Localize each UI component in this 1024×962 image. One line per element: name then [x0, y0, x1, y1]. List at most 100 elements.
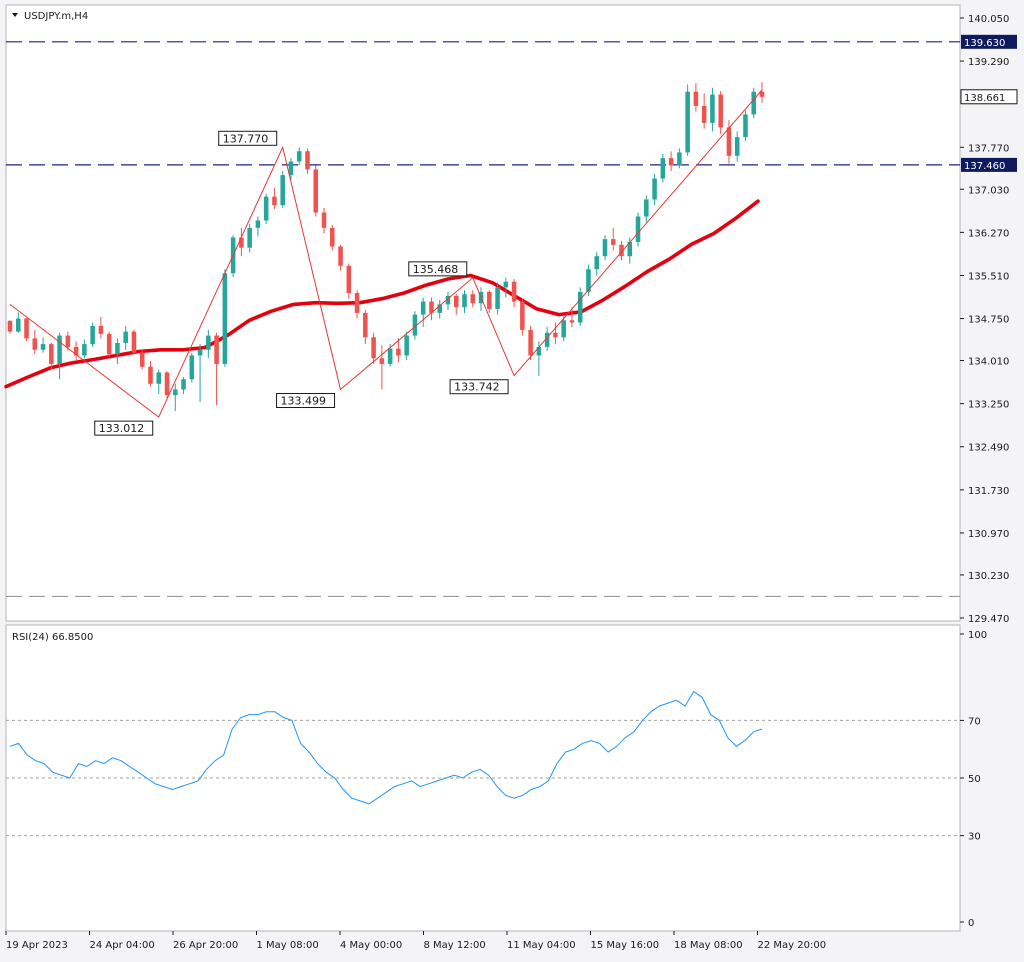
- candle-bullish: [420, 301, 426, 315]
- candle-bullish: [544, 332, 550, 347]
- candle-bearish: [214, 335, 219, 364]
- candle-bullish: [445, 295, 451, 305]
- rsi-tick-label: 100: [968, 630, 987, 641]
- candle-bullish: [660, 158, 666, 179]
- candle-bullish: [82, 344, 87, 356]
- candle-bullish: [594, 256, 599, 270]
- candle-bullish: [173, 389, 178, 396]
- candle-bearish: [759, 91, 765, 97]
- candle-bearish: [98, 325, 104, 334]
- candle-bearish: [528, 329, 533, 356]
- price-tick-label: 136.270: [968, 228, 1009, 239]
- candle-bullish: [586, 269, 591, 292]
- candle-bullish: [115, 342, 120, 355]
- candle-bearish: [272, 196, 277, 206]
- candle-bullish: [206, 335, 211, 350]
- candle-bearish: [726, 127, 732, 156]
- time-tick-label: 8 May 12:00: [424, 940, 486, 951]
- price-tick-label: 140.050: [968, 14, 1009, 25]
- candle-bullish: [710, 94, 715, 123]
- candle-bullish: [685, 91, 690, 153]
- candle-bullish: [503, 281, 509, 288]
- candle-bearish: [718, 94, 723, 128]
- candle-bearish: [511, 281, 517, 302]
- candle-bullish: [197, 349, 203, 356]
- pivot-label: 133.499: [281, 395, 327, 408]
- candle-bullish: [743, 114, 748, 138]
- price-panel: 133.012 137.770 133.499 135.468 133.742 USDJ…: [4, 4, 961, 622]
- horizontal-levels: [6, 41, 960, 598]
- candle-bullish: [561, 320, 566, 338]
- candle-bullish: [57, 335, 62, 364]
- rsi-title: RSI(24) 66.8500: [12, 632, 93, 643]
- candle-bearish: [24, 318, 29, 339]
- candle-bullish: [734, 137, 740, 156]
- rsi-tick-label: 70: [968, 716, 981, 727]
- level-price-badge: [961, 34, 1017, 49]
- time-tick-label: 24 Apr 04:00: [90, 940, 155, 951]
- candle-bearish: [619, 244, 624, 257]
- candle-bearish: [354, 293, 360, 313]
- candle-bullish: [90, 325, 95, 345]
- candle-bearish: [569, 320, 575, 323]
- candle-bearish: [701, 105, 707, 123]
- candle-bearish: [305, 151, 310, 170]
- rsi-panel: RSI(24) 66.8500: [5, 624, 961, 932]
- level-price-badge: [961, 157, 1017, 172]
- pivot-label: 137.770: [223, 132, 269, 145]
- candle-bullish: [437, 304, 442, 313]
- price-tick-label: 132.490: [968, 443, 1009, 454]
- candle-bearish: [164, 372, 170, 396]
- candle-bearish: [371, 337, 376, 359]
- moving-average-layer: [4, 199, 760, 389]
- candle-bearish: [693, 91, 699, 106]
- candle-bullish: [412, 314, 418, 336]
- price-tick-label: 130.230: [968, 571, 1009, 582]
- candle-bearish: [610, 239, 616, 245]
- pivot-label: 133.012: [99, 422, 145, 435]
- candle-bullish: [404, 335, 409, 356]
- price-tick-label: 134.010: [968, 357, 1009, 368]
- candle-bearish: [338, 246, 343, 266]
- time-tick-label: 15 May 16:00: [591, 940, 660, 951]
- candle-bullish: [255, 220, 261, 228]
- candlestick-layer: [7, 82, 765, 412]
- candle-bearish: [32, 338, 38, 350]
- candle-bullish: [156, 372, 162, 384]
- candle-bullish: [751, 91, 757, 115]
- price-tick-label: 129.470: [968, 614, 1009, 625]
- candle-bearish: [668, 158, 674, 166]
- candle-bearish: [553, 332, 558, 338]
- pivot-labels: 133.012 137.770 133.499 135.468 133.742: [94, 130, 509, 436]
- candle-bearish: [49, 344, 54, 364]
- candle-bearish: [453, 295, 459, 308]
- price-tick-label: 137.770: [968, 143, 1009, 154]
- candle-bullish: [40, 344, 46, 350]
- candle-bullish: [536, 346, 542, 356]
- price-tick-label: 139.290: [968, 57, 1009, 68]
- rsi-line: [9, 690, 763, 805]
- time-tick-label: 1 May 08:00: [257, 940, 319, 951]
- price-tick-label: 134.750: [968, 315, 1009, 326]
- current-price-badge: [960, 89, 1018, 105]
- rsi-tick-label: 30: [968, 832, 981, 843]
- time-tick-label: 26 Apr 20:00: [173, 940, 238, 951]
- candle-bullish: [644, 199, 649, 217]
- candle-bullish: [247, 227, 252, 248]
- pivot-label-box: [449, 379, 509, 395]
- time-tick-label: 4 May 00:00: [340, 940, 402, 951]
- triangle-down-icon: [12, 13, 18, 17]
- candle-bullish: [181, 379, 186, 390]
- price-tick-label: 133.250: [968, 400, 1009, 411]
- time-axis: 19 Apr 2023 24 Apr 04:00 26 Apr 20:00 1 May…: [5, 931, 826, 951]
- chart-title: USDJPY.m,H4: [12, 11, 88, 22]
- rsi-tick-label: 0: [968, 918, 974, 929]
- candle-bullish: [296, 151, 302, 162]
- pivot-label-box: [276, 393, 336, 409]
- candle-bullish: [222, 273, 228, 364]
- time-tick-label: 18 May 08:00: [674, 940, 743, 951]
- price-axis: 139.630 137.460 140.050 139.290 137.770 137.0…: [960, 14, 1018, 625]
- candle-bearish: [346, 265, 352, 294]
- candle-bullish: [602, 239, 608, 257]
